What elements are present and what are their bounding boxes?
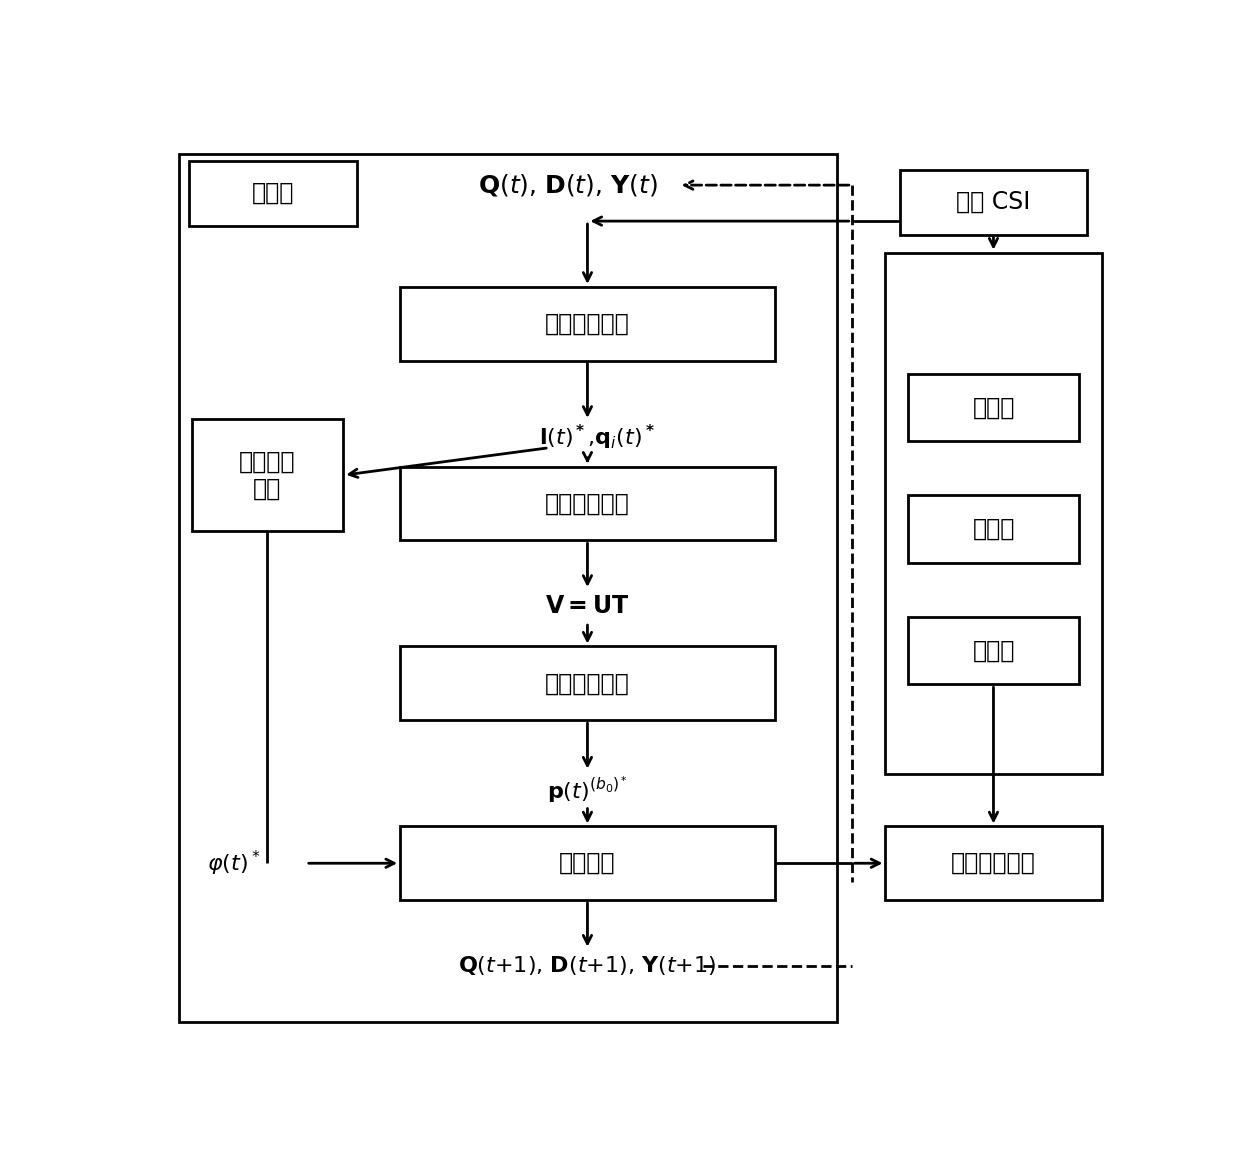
FancyBboxPatch shape <box>401 647 775 721</box>
Text: 选择辅助
变量: 选择辅助 变量 <box>239 450 295 501</box>
Text: $\varphi$($t$)$^*$: $\varphi$($t$)$^*$ <box>207 849 260 878</box>
Text: $\mathbf{Q}$($t$+1), $\mathbf{D}$($t$+1), $\mathbf{Y}$($t$+1): $\mathbf{Q}$($t$+1), $\mathbf{D}$($t$+1)… <box>459 954 717 978</box>
Text: 上报 CSI: 上报 CSI <box>956 190 1030 214</box>
FancyBboxPatch shape <box>909 617 1080 684</box>
FancyBboxPatch shape <box>909 374 1080 442</box>
Text: $\mathbf{l}$($t$)$\mathbf{^*}$,$\mathbf{q}_i$($t$)$\mathbf{^*}$: $\mathbf{l}$($t$)$\mathbf{^*}$,$\mathbf{… <box>539 423 655 452</box>
Text: 宏用户: 宏用户 <box>972 639 1016 662</box>
Text: 设计波束赋形: 设计波束赋形 <box>546 492 630 515</box>
Text: 宏基站: 宏基站 <box>252 181 294 206</box>
FancyBboxPatch shape <box>401 287 775 361</box>
FancyBboxPatch shape <box>188 161 357 225</box>
Text: 小基站: 小基站 <box>972 396 1016 419</box>
FancyBboxPatch shape <box>900 169 1087 235</box>
FancyBboxPatch shape <box>885 827 1101 901</box>
FancyBboxPatch shape <box>401 467 775 541</box>
Text: 小用户: 小用户 <box>972 517 1016 541</box>
Text: $\mathbf{V=UT}$: $\mathbf{V=UT}$ <box>546 595 630 618</box>
Text: $\mathbf{Q}$($t$), $\mathbf{D}$($t$), $\mathbf{Y}$($t$): $\mathbf{Q}$($t$), $\mathbf{D}$($t$), $\… <box>479 172 658 199</box>
Text: 更新队列: 更新队列 <box>559 851 616 875</box>
Text: 计算调度向量: 计算调度向量 <box>546 312 630 335</box>
Text: 下行数据传输: 下行数据传输 <box>951 851 1035 875</box>
FancyBboxPatch shape <box>909 495 1080 563</box>
FancyBboxPatch shape <box>401 827 775 901</box>
Text: $\mathbf{p}$($t$)$^{(b_0)^*}$: $\mathbf{p}$($t$)$^{(b_0)^*}$ <box>547 774 627 805</box>
FancyBboxPatch shape <box>191 419 343 531</box>
FancyBboxPatch shape <box>885 252 1101 774</box>
Text: 分配功率向量: 分配功率向量 <box>546 672 630 695</box>
FancyBboxPatch shape <box>179 154 837 1022</box>
